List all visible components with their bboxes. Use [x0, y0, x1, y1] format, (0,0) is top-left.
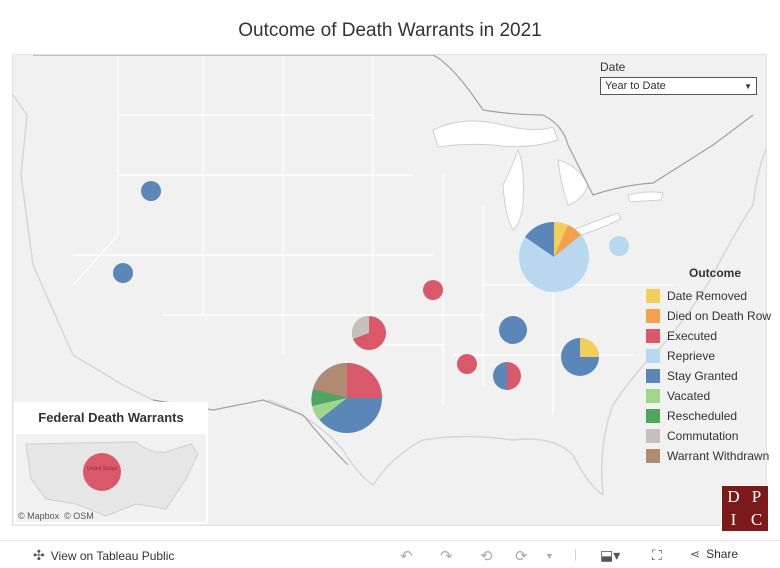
legend-item-vacated[interactable]: Vacated: [646, 386, 780, 406]
lake-erie: [572, 212, 622, 238]
federal-map[interactable]: United States: [16, 434, 206, 522]
marker-oklahoma[interactable]: [351, 315, 386, 350]
legend-label: Executed: [667, 329, 718, 343]
legend-swatch: [646, 449, 660, 463]
marker-tennessee[interactable]: [499, 316, 527, 344]
legend-item-executed[interactable]: Executed: [646, 326, 780, 346]
fullscreen-icon[interactable]: ⛶: [652, 547, 662, 563]
mapbox-attribution[interactable]: © Mapbox: [18, 511, 60, 521]
map-attribution: © Mapbox © OSM: [18, 511, 94, 521]
legend-swatch: [646, 409, 660, 423]
state-borders: [72, 55, 673, 415]
revert-icon[interactable]: ⟲: [480, 548, 493, 565]
undo-icon[interactable]: ↶: [400, 548, 413, 565]
marker-alabama[interactable]: [493, 362, 521, 390]
federal-inset: Federal Death Warrants United States: [14, 402, 208, 524]
page-title: Outcome of Death Warrants in 2021: [238, 20, 542, 41]
date-filter-value: Year to Date: [605, 80, 666, 92]
share-label: Share: [706, 547, 739, 561]
marker-ohio[interactable]: [519, 221, 589, 292]
legend-item-warrant-withdrawn[interactable]: Warrant Withdrawn: [646, 446, 780, 466]
marker-pennsylvania[interactable]: [609, 236, 629, 256]
toolbar-divider: |: [574, 547, 578, 561]
view-on-tableau-label: View on Tableau Public: [50, 548, 175, 563]
legend-title: Outcome: [689, 266, 742, 280]
logo-letter: P: [751, 487, 762, 506]
dpic-logo: D P I C: [721, 485, 769, 532]
logo-letter: I: [730, 509, 737, 529]
share-button[interactable]: ⋖ Share: [690, 547, 738, 561]
legend-label: Warrant Withdrawn: [667, 449, 770, 463]
date-filter-label: Date: [600, 60, 626, 74]
canada-border: [33, 55, 754, 196]
legend-swatch: [646, 369, 660, 383]
federal-title: Federal Death Warrants: [38, 410, 184, 425]
marker-idaho[interactable]: [141, 181, 161, 201]
logo-letter: D: [727, 487, 740, 506]
refresh-icon[interactable]: ⟳: [515, 548, 528, 565]
legend-label: Reprieve: [667, 349, 716, 363]
legend-swatch: [646, 349, 660, 363]
legend-swatch: [646, 289, 660, 303]
marker-nevada[interactable]: [113, 263, 133, 283]
legend-swatch: [646, 389, 660, 403]
marker-south-carolina[interactable]: [561, 338, 599, 376]
view-on-tableau-button[interactable]: ✣ View on Tableau Public: [33, 547, 174, 564]
lake-superior: [432, 120, 559, 148]
marker-missouri[interactable]: [423, 280, 443, 300]
marker-layer: [113, 181, 629, 433]
legend-item-stay-granted[interactable]: Stay Granted: [646, 366, 780, 386]
legend-item-reprieve[interactable]: Reprieve: [646, 346, 780, 366]
legend-item-commutation[interactable]: Commutation: [646, 426, 780, 446]
legend-label: Rescheduled: [667, 409, 738, 423]
outcome-legend: Outcome Date Removed Died on Death Row E…: [646, 266, 780, 466]
refresh-dropdown-icon[interactable]: ▼: [545, 551, 554, 561]
marker-mississippi[interactable]: [457, 354, 477, 374]
lake-huron: [557, 159, 589, 206]
legend-swatch: [646, 309, 660, 323]
logo-letter: C: [750, 509, 763, 529]
download-icon[interactable]: ⬓▾: [600, 547, 621, 563]
west-coast: [13, 94, 154, 401]
legend-label: Stay Granted: [667, 369, 738, 383]
lake-michigan: [502, 148, 524, 231]
legend-item-rescheduled[interactable]: Rescheduled: [646, 406, 780, 426]
mexico-border: [152, 399, 349, 466]
legend-swatch: [646, 429, 660, 443]
map-basemap: [13, 55, 766, 496]
legend-item-died-on-death-row[interactable]: Died on Death Row: [646, 306, 780, 326]
legend-label: Date Removed: [667, 289, 748, 303]
tableau-toolbar: ✣ View on Tableau Public ↶ ↷ ⟲ ⟳ ▼ | ⬓▾ …: [0, 540, 780, 568]
lake-ontario: [627, 191, 664, 203]
legend-swatch: [646, 329, 660, 343]
federal-basemap: United States: [25, 441, 199, 517]
legend-label: Died on Death Row: [667, 309, 772, 323]
federal-label: United States: [87, 466, 118, 472]
marker-texas[interactable]: [311, 362, 382, 433]
date-filter: Date Year to Date ▼: [600, 60, 765, 95]
east-coast: [601, 147, 766, 496]
dropdown-arrow-icon: ▼: [744, 81, 752, 91]
gulf-coast: [267, 399, 604, 496]
legend-label: Commutation: [667, 429, 739, 443]
redo-icon[interactable]: ↷: [440, 548, 453, 565]
tableau-logo-icon: ✣: [33, 547, 45, 563]
legend-label: Vacated: [667, 389, 711, 403]
marker-federal[interactable]: [83, 453, 121, 491]
share-icon: ⋖: [690, 547, 701, 561]
legend-item-date-removed[interactable]: Date Removed: [646, 286, 780, 306]
osm-attribution[interactable]: © OSM: [64, 511, 94, 521]
date-filter-select[interactable]: Year to Date ▼: [600, 77, 757, 95]
